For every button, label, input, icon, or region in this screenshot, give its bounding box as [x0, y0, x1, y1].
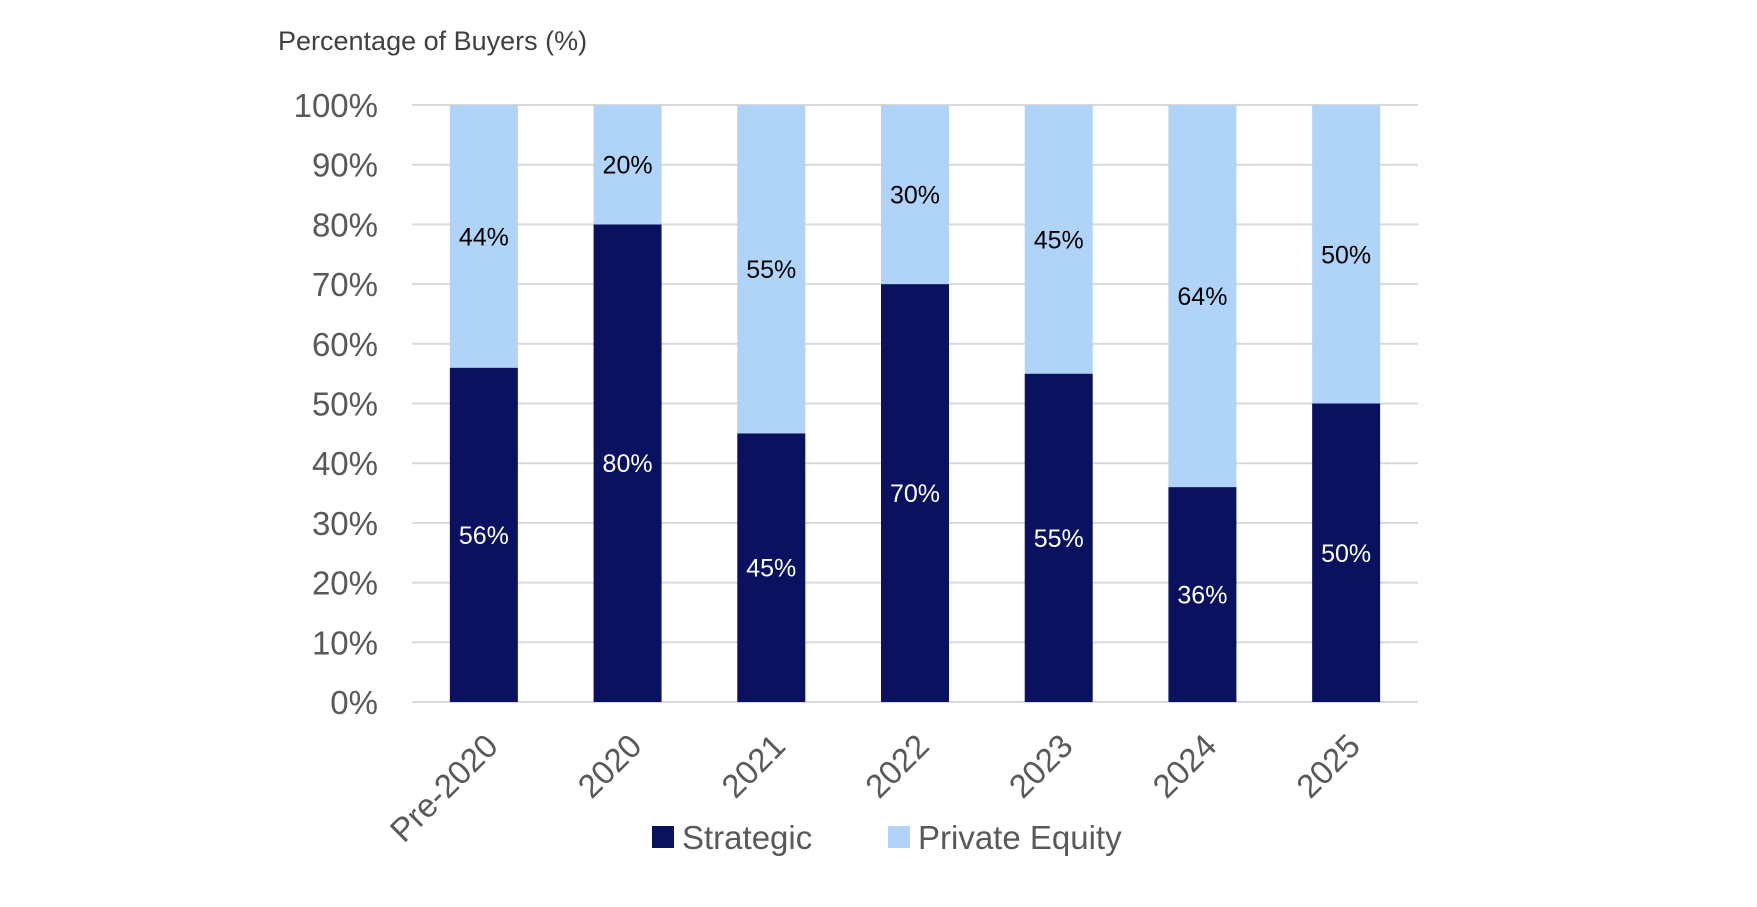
bar-private-equity: [593, 105, 662, 225]
y-tick-label: 40%: [312, 445, 378, 482]
data-label-strategic: 80%: [603, 450, 653, 478]
bar-strategic: [1024, 373, 1093, 702]
data-label-strategic: 36%: [1177, 582, 1227, 610]
y-tick-label: 90%: [312, 147, 378, 184]
x-tick-label: 2023: [1002, 727, 1080, 805]
data-label-private-equity: 44%: [459, 223, 509, 251]
x-tick-label: 2021: [714, 727, 792, 805]
y-tick-label: 50%: [312, 386, 378, 423]
x-axis-ticks: Pre-2020 2020 2021 2022 2023 2024 2025: [383, 727, 1367, 849]
y-tick-label: 80%: [312, 206, 378, 243]
y-tick-label: 30%: [312, 505, 378, 542]
x-tick-label: 2025: [1289, 727, 1367, 805]
y-tick-label: 20%: [312, 565, 378, 602]
bar-private-equity: [881, 105, 949, 285]
bar-private-equity: [1024, 105, 1093, 374]
bar-strategic: [449, 367, 518, 702]
bar-strategic: [881, 284, 949, 702]
bar-private-equity: [1312, 105, 1381, 404]
x-tick-label: Pre-2020: [383, 727, 505, 849]
bar-private-equity: [449, 105, 518, 368]
y-axis-ticks: 0% 10% 20% 30% 40% 50% 60% 70% 80% 90% 100%: [294, 87, 378, 721]
x-tick-label: 2020: [570, 727, 648, 805]
data-label-strategic: 45%: [746, 555, 796, 583]
legend: Strategic Private Equity: [652, 819, 1122, 856]
y-tick-label: 70%: [312, 266, 378, 303]
y-tick-label: 0%: [330, 684, 378, 721]
data-label-strategic: 55%: [1034, 525, 1084, 553]
bar-private-equity: [737, 105, 806, 434]
bar-strategic: [1168, 487, 1237, 702]
legend-swatch: [888, 826, 910, 848]
data-label-private-equity: 30%: [890, 182, 940, 210]
data-label-strategic: 70%: [890, 480, 940, 508]
legend-label: Strategic: [682, 819, 812, 856]
y-tick-label: 10%: [312, 624, 378, 661]
legend-swatch: [652, 826, 674, 848]
y-tick-label: 60%: [312, 326, 378, 363]
data-label-private-equity: 64%: [1177, 283, 1227, 311]
data-label-private-equity: 45%: [1034, 226, 1084, 254]
bars: [449, 105, 1381, 702]
data-label-strategic: 50%: [1321, 540, 1371, 568]
data-label-private-equity: 50%: [1321, 241, 1371, 269]
y-axis-title: Percentage of Buyers (%): [278, 26, 587, 56]
data-label-private-equity: 20%: [603, 152, 653, 180]
bar-labels: 56% 44% 80% 20% 45% 55% 70% 30% 55% 45% 36% 64% 50% 5…: [459, 152, 1371, 610]
x-tick-label: 2024: [1145, 727, 1223, 805]
data-label-strategic: 56%: [459, 522, 509, 550]
bar-strategic: [737, 433, 806, 702]
legend-label: Private Equity: [918, 819, 1122, 856]
x-tick-label: 2022: [858, 727, 936, 805]
data-label-private-equity: 55%: [746, 256, 796, 284]
bar-strategic: [1312, 403, 1381, 702]
bar-private-equity: [1168, 105, 1237, 488]
y-tick-label: 100%: [294, 87, 378, 124]
bar-strategic: [593, 224, 662, 702]
